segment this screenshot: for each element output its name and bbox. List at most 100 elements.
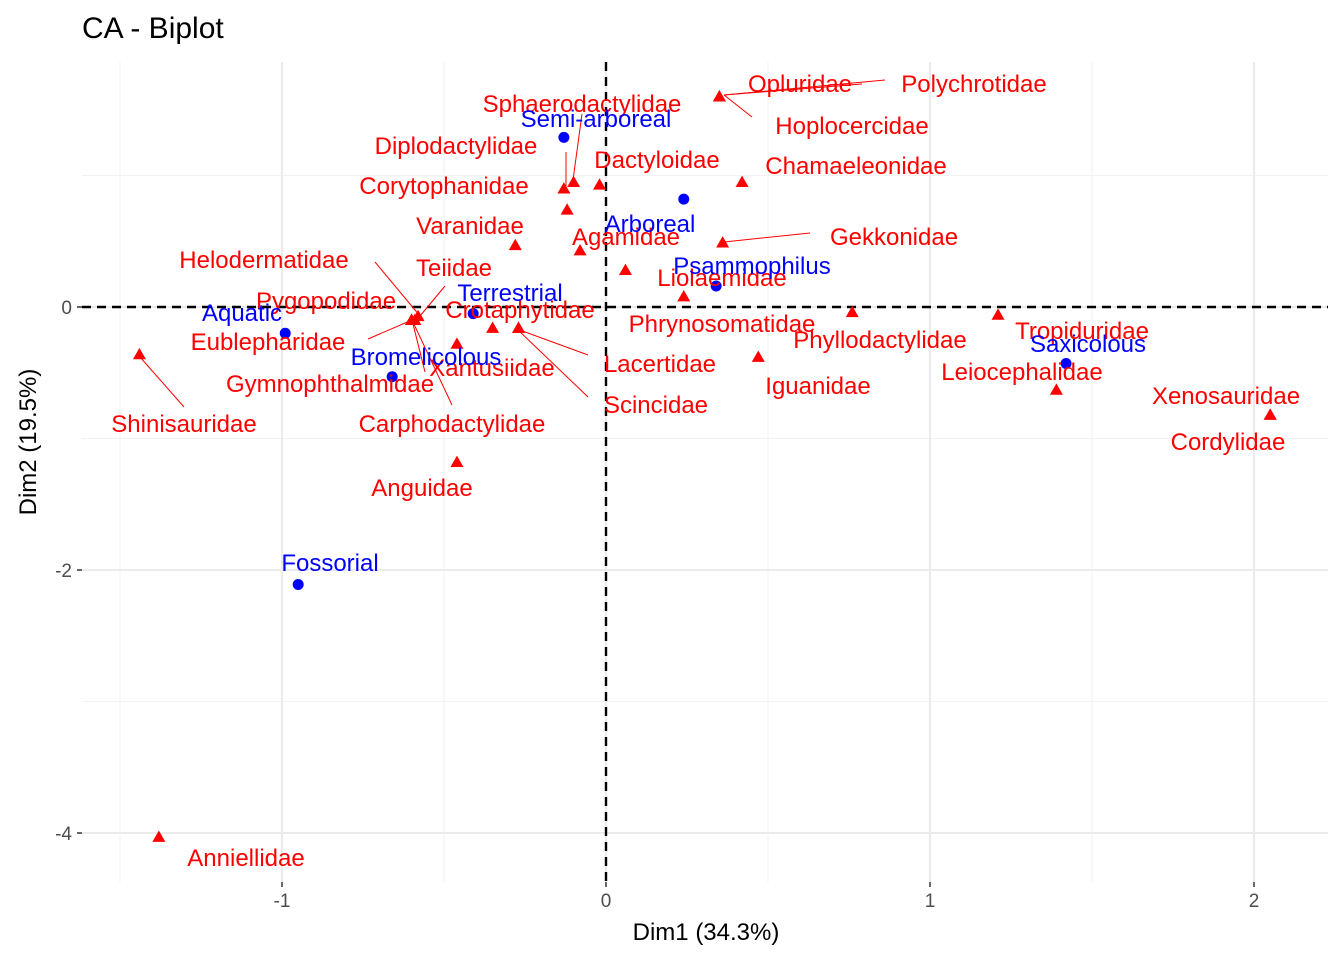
label-phrynosomatidae: Phrynosomatidae — [629, 311, 816, 338]
row-point-hoplocercidae — [712, 90, 726, 102]
grid — [82, 62, 1328, 882]
label-aquatic: Aquatic — [202, 300, 282, 327]
label-terrestrial: Terrestrial — [457, 280, 562, 307]
label-pygopodidae: Pygopodidae — [256, 288, 396, 315]
label-opluridae: Opluridae — [748, 71, 852, 98]
row-point-liolaemidae — [618, 263, 632, 276]
connector-hoplocercidae — [723, 94, 753, 118]
row-point-corytophanidae — [560, 203, 574, 215]
label-shinisauridae: Shinisauridae — [111, 411, 256, 438]
label-arboreal: Arboreal — [605, 211, 696, 238]
label-chamaeleonidae: Chamaeleonidae — [765, 153, 946, 180]
label-agamidae: Agamidae — [572, 224, 680, 251]
row-point-dactyloidae — [593, 178, 607, 190]
row-point-chamaeleonidae — [735, 175, 749, 187]
label-connectors — [139, 79, 886, 408]
connector-teiidae — [419, 285, 446, 317]
label-saxicolous: Saxicolous — [1030, 331, 1146, 358]
label-lacertidae: Lacertidae — [604, 351, 716, 378]
col-point-bromelicolous — [386, 371, 398, 383]
y-tick-label: -4 — [55, 824, 72, 845]
row-point-crotaphytidae — [486, 321, 500, 333]
row-point-phrynosomatidae — [677, 289, 691, 302]
label-fossorial: Fossorial — [281, 550, 378, 577]
connector-gekkonidae — [723, 232, 811, 243]
label-helodermatidae: Helodermatidae — [179, 247, 348, 274]
label-crotaphytidae: Crotaphytidae — [445, 297, 594, 324]
label-gymnophthalmidae: Gymnophthalmidae — [226, 371, 434, 398]
col-point-terrestrial — [467, 308, 479, 320]
y-tick-label: -2 — [55, 561, 72, 582]
connector-scincidae — [516, 328, 589, 398]
row-point-varanidae — [508, 238, 522, 251]
label-eublepharidae: Eublepharidae — [191, 329, 346, 356]
label-varanidae: Varanidae — [416, 213, 524, 240]
label-cordylidae: Cordylidae — [1171, 429, 1286, 456]
row-point-scincidae — [512, 321, 526, 333]
label-leiocephalidae: Leiocephalidae — [941, 359, 1102, 386]
col-point-arboreal — [678, 193, 690, 205]
y-tick-label: 0 — [61, 298, 72, 319]
connector-sphaerodactylidae — [572, 113, 583, 181]
label-semi-arboreal: Semi-arboreal — [521, 106, 672, 133]
label-sphaerodactylidae: Sphaerodactylidae — [483, 91, 682, 118]
connector-lacertidae — [516, 328, 589, 356]
connector-eublepharidae — [367, 319, 413, 340]
label-xantusiidae: Xantusiidae — [429, 355, 554, 382]
label-iguanidae: Iguanidae — [765, 373, 870, 400]
connector-helodermatidae — [374, 261, 421, 317]
point-labels: Opluridae Polychrotidae Hoplocercidae Sphae… — [111, 71, 1300, 872]
row-point-sphaerodactylidae — [567, 175, 581, 187]
chart-title: CA - Biplot — [82, 12, 224, 45]
col-point-aquatic — [279, 327, 291, 339]
connector-shinisauridae — [139, 356, 185, 408]
row-point-diplodactylidae — [557, 182, 571, 194]
label-polychrotidae: Polychrotidae — [901, 71, 1046, 98]
row-point-cordylidae — [1263, 408, 1277, 420]
connector-polychrotidae — [723, 79, 886, 96]
label-bromelicolous: Bromelicolous — [351, 344, 502, 371]
row-point-phyllodactylidae — [845, 305, 859, 318]
row-point-tropiduridae — [991, 308, 1005, 320]
connector-carphodactylidae — [411, 319, 453, 406]
reference-lines — [82, 62, 1328, 882]
col-point-psammophilus — [710, 280, 722, 292]
x-axis-title: Dim1 (34.3%) — [633, 919, 780, 946]
label-liolaemidae: Liolaemidae — [657, 265, 786, 292]
data-points — [132, 90, 1277, 842]
x-tick-label: 0 — [601, 891, 612, 912]
label-dactyloidae: Dactyloidae — [594, 147, 719, 174]
row-point-agamidae — [573, 243, 587, 256]
row-point-iguanidae — [751, 350, 765, 362]
label-phyllodactylidae: Phyllodactylidae — [793, 327, 966, 354]
col-point-fossorial — [292, 578, 304, 590]
label-tropiduridae: Tropiduridae — [1015, 318, 1149, 345]
x-tick-label: -1 — [274, 891, 291, 912]
label-carphodactylidae: Carphodactylidae — [359, 411, 546, 438]
label-xenosauridae: Xenosauridae — [1152, 383, 1300, 410]
col-point-semi-arboreal — [558, 131, 570, 143]
col-point-saxicolous — [1060, 358, 1072, 370]
axis-ticks: -1 0 1 2 -4 -2 0 — [55, 298, 1259, 912]
row-point-anniellidae — [152, 830, 166, 842]
x-tick-label: 2 — [1249, 891, 1260, 912]
connector-gymnophthalmidae — [411, 319, 426, 373]
row-point-shinisauridae — [132, 347, 146, 360]
label-teiidae: Teiidae — [416, 255, 492, 282]
row-point-carphodactylidae — [405, 313, 419, 326]
label-scincidae: Scincidae — [604, 392, 708, 419]
row-point-gekkonidae — [716, 236, 730, 248]
x-tick-label: 1 — [925, 891, 936, 912]
label-corytophanidae: Corytophanidae — [359, 173, 528, 200]
row-point-anguidae — [450, 455, 464, 468]
label-anniellidae: Anniellidae — [187, 845, 304, 872]
y-axis-title: Dim2 (19.5%) — [15, 369, 42, 516]
label-psammophilus: Psammophilus — [673, 253, 830, 280]
label-diplodactylidae: Diplodactylidae — [375, 133, 538, 160]
label-hoplocercidae: Hoplocercidae — [775, 113, 928, 140]
row-point-xantusiidae — [450, 337, 464, 349]
row-point-leiocephalidae — [1049, 383, 1063, 395]
label-gekkonidae: Gekkonidae — [830, 224, 958, 251]
label-anguidae: Anguidae — [371, 475, 472, 502]
